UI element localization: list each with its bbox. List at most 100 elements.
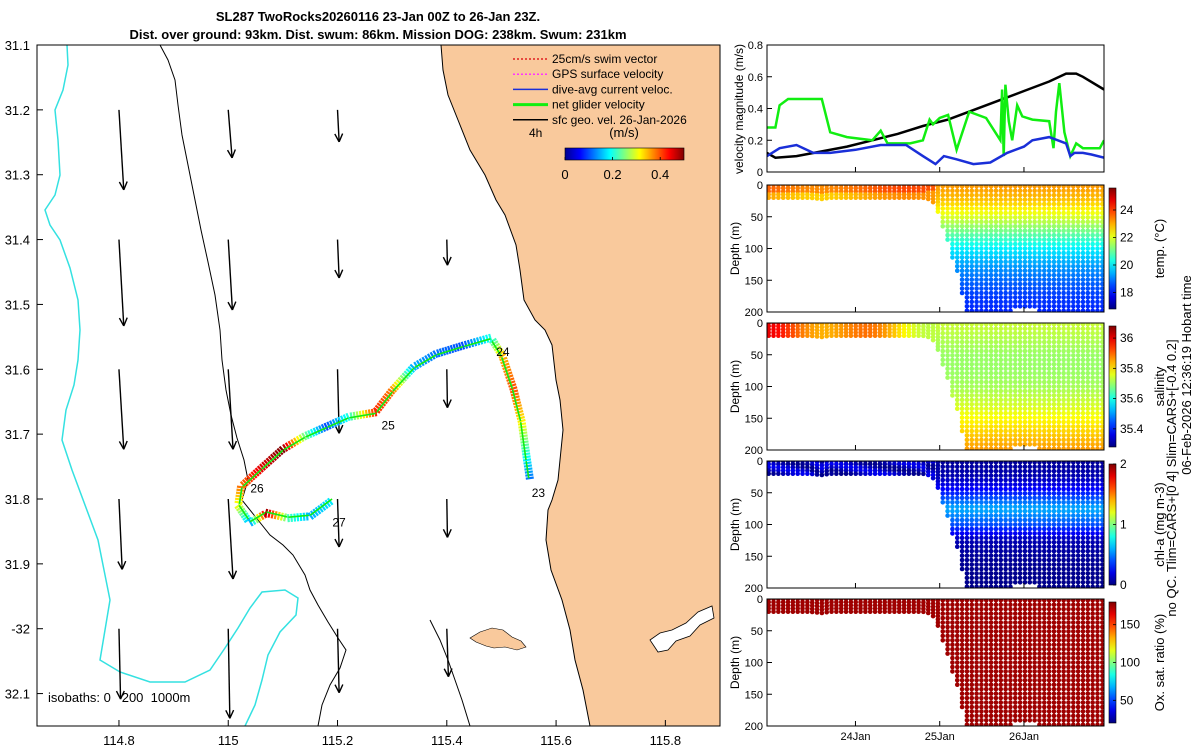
section-dot	[1061, 277, 1066, 282]
section-dot	[988, 192, 994, 198]
section-dot	[1012, 401, 1018, 407]
section-dot	[829, 333, 834, 338]
section-dot	[848, 471, 854, 476]
section-dot	[1027, 410, 1033, 416]
section-dot	[1022, 620, 1028, 625]
section-dot	[838, 333, 844, 338]
section-dot	[1071, 437, 1076, 443]
section-dot	[1003, 642, 1008, 648]
section-dot	[1051, 357, 1057, 363]
section-dot	[1071, 281, 1076, 287]
section-dot	[983, 669, 989, 674]
section-dot	[1041, 379, 1047, 385]
section-dot	[1012, 513, 1018, 518]
section-dot	[1022, 237, 1028, 242]
section-dot	[1090, 599, 1095, 603]
section-dot	[979, 353, 984, 358]
section-dot	[1100, 642, 1104, 648]
section-dot	[940, 482, 946, 487]
section-dot	[892, 471, 897, 476]
current-vector	[334, 109, 344, 143]
section-dot	[1061, 513, 1066, 518]
section-dot	[1008, 197, 1013, 202]
section-dot	[1075, 713, 1081, 719]
section-dot	[872, 606, 878, 611]
section-dot	[1032, 210, 1037, 216]
section-dot	[1051, 185, 1057, 189]
section-dot	[1071, 339, 1076, 345]
section-dot	[1071, 388, 1076, 394]
section-dot	[1095, 255, 1100, 260]
section-dot	[1066, 437, 1071, 443]
section-dot	[1037, 477, 1042, 483]
section-dot	[974, 660, 979, 665]
section-dot	[1056, 241, 1062, 247]
section-dot	[838, 189, 844, 194]
section-dot	[974, 535, 979, 541]
section-dot	[1046, 326, 1052, 332]
section-dot	[1046, 277, 1052, 282]
section-dot	[954, 370, 960, 376]
track-net-velocity-segment	[282, 436, 306, 452]
section-dot	[969, 446, 975, 450]
section-dot	[1071, 495, 1076, 501]
section-dot	[998, 393, 1004, 398]
section-dot	[998, 323, 1004, 327]
track-swim-vector	[482, 335, 487, 344]
section-dot	[950, 339, 955, 345]
section-dot	[993, 517, 999, 523]
section-dot	[1075, 295, 1081, 300]
section-dot	[1075, 508, 1081, 514]
section-dot	[983, 361, 989, 367]
section-dot	[1075, 201, 1081, 207]
section-dot	[872, 465, 878, 470]
section-dot	[1037, 602, 1042, 608]
section-dot	[1046, 709, 1052, 714]
section-dot	[1085, 535, 1091, 541]
isobaths-label: isobaths: 0 200 1000m	[48, 690, 190, 705]
track-swim-vector	[312, 508, 319, 517]
section-dot	[998, 651, 1004, 656]
section-dot	[998, 384, 1004, 389]
section-dot	[1061, 344, 1066, 349]
map-x-tick-label: 115.6	[540, 733, 572, 748]
section-dot	[1100, 584, 1104, 588]
track-swim-vector	[287, 440, 294, 449]
section-colorbar	[1108, 187, 1117, 310]
section-dot	[935, 623, 941, 628]
section-dot	[979, 664, 984, 670]
section-dot	[896, 603, 902, 608]
section-dot	[896, 189, 902, 194]
section-dot	[979, 575, 984, 581]
colorbar-tick-label: 0.4	[651, 167, 669, 182]
track-swim-vector	[326, 421, 332, 430]
section-dot	[1075, 651, 1081, 656]
section-dot	[993, 673, 999, 679]
track-swim-vector	[503, 368, 512, 374]
section-dot	[1100, 330, 1104, 336]
section-dot	[829, 468, 834, 473]
section-dot	[1056, 339, 1062, 345]
section-dot	[1041, 201, 1047, 207]
section-dot	[959, 424, 965, 429]
section-dot	[998, 437, 1004, 443]
section-dot	[988, 415, 994, 420]
section-dot	[998, 415, 1004, 420]
section-dot	[969, 513, 975, 518]
section-dot	[1037, 669, 1042, 674]
section-dot	[1003, 575, 1008, 581]
section-dot	[809, 330, 815, 336]
section-dot	[998, 599, 1004, 603]
section-dot	[1095, 237, 1100, 242]
section-dot	[1061, 575, 1066, 581]
section-dot	[843, 192, 849, 197]
section-dot	[1095, 419, 1100, 425]
section-dot	[1032, 375, 1037, 380]
section-dot	[785, 330, 791, 335]
section-dot	[785, 465, 791, 470]
section-dot	[954, 508, 960, 514]
section-dot	[1061, 704, 1066, 710]
section-dot	[1051, 566, 1057, 572]
section-dot	[1085, 704, 1091, 710]
section-dot	[1090, 397, 1095, 403]
